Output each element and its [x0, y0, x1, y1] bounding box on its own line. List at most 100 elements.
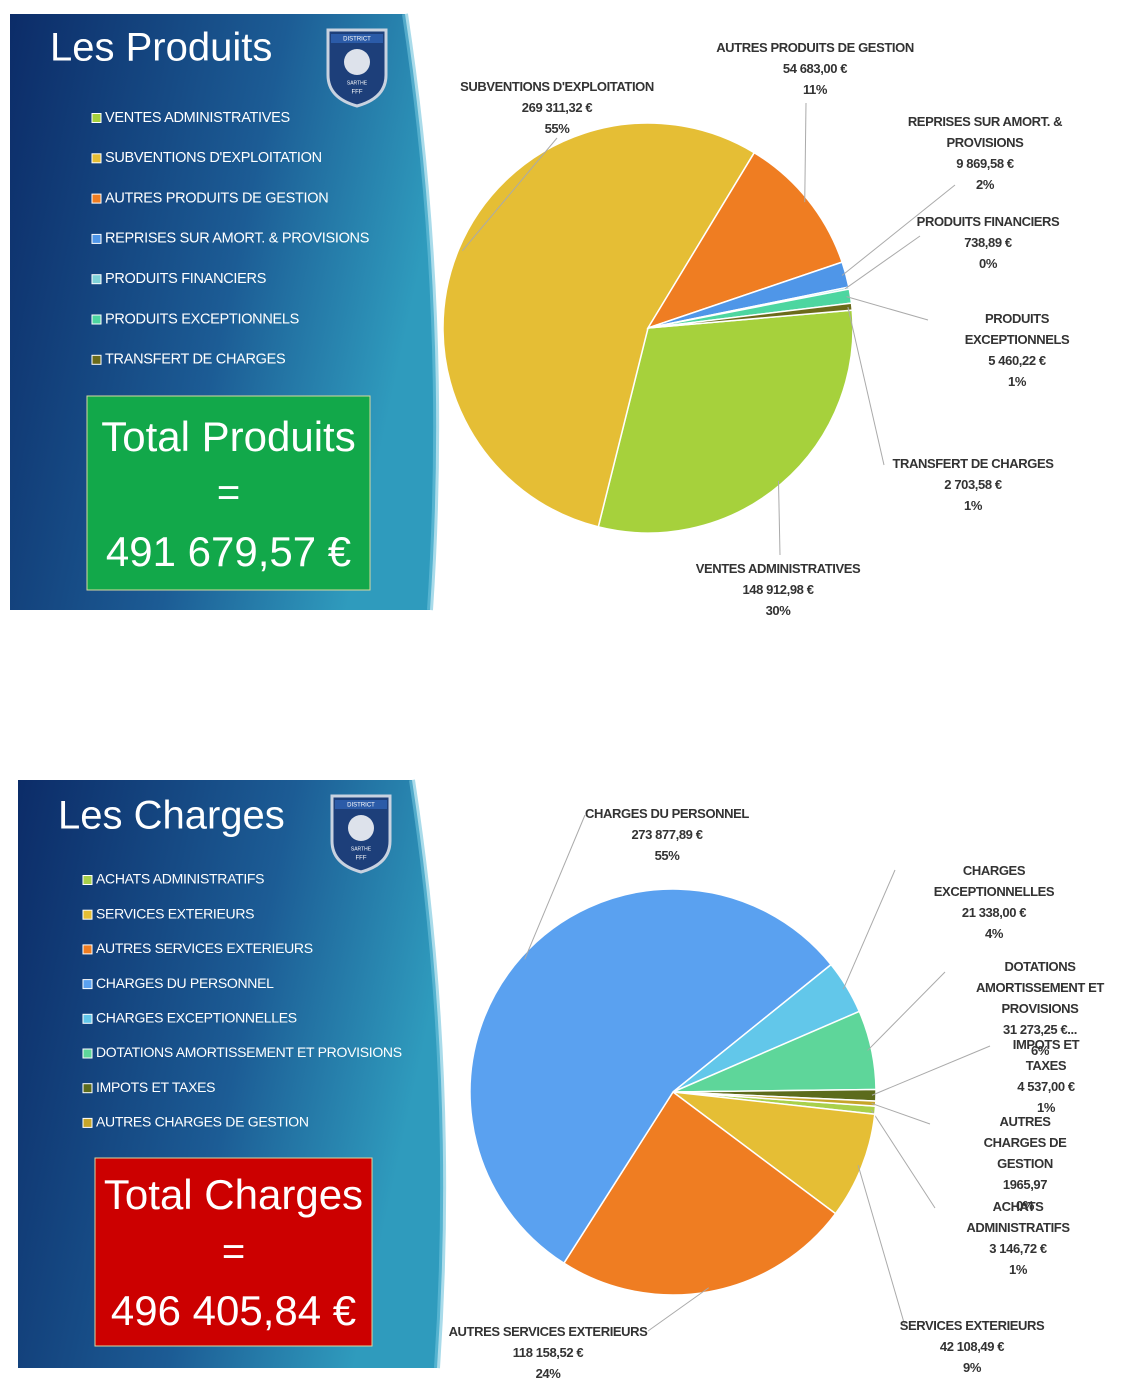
logo-emblem	[348, 815, 374, 841]
slice-name: PRODUITS FINANCIERS	[916, 214, 1060, 229]
pie-slice	[469, 888, 833, 1265]
leader-line	[777, 480, 781, 556]
legend-swatch	[82, 1083, 93, 1094]
total-title: Total Produits	[101, 413, 355, 460]
legend-label: PRODUITS FINANCIERS	[105, 271, 266, 287]
data-label: SERVICES EXTERIEURS 42 108,49 € 9%	[900, 1315, 1045, 1378]
leader-line	[524, 814, 586, 960]
slice-name: AUTRES PRODUITS DE GESTION	[716, 40, 914, 55]
slice-name: VENTES ADMINISTRATIVES	[695, 561, 861, 576]
legend-swatch	[91, 274, 102, 285]
legend-swatch	[91, 153, 102, 164]
slice-value: 3 146,72 €	[989, 1241, 1047, 1256]
legend-label: SERVICES EXTERIEURS	[96, 905, 254, 921]
legend-label: AUTRES PRODUITS DE GESTION	[105, 190, 328, 206]
leader-line	[462, 137, 558, 251]
leader-line	[841, 184, 956, 276]
data-label: CHARGES EXCEPTIONNELLES 21 338,00 € 4%	[923, 860, 1066, 944]
legend-swatch	[82, 875, 93, 885]
slice-value: 2 703,58 €	[944, 477, 1002, 492]
slice-name: CHARGES EXCEPTIONNELLES	[933, 863, 1055, 899]
pie-slice	[670, 1090, 876, 1215]
data-label: AUTRES PRODUITS DE GESTION 54 683,00 € 11%	[716, 37, 914, 100]
total-equals: =	[217, 471, 240, 515]
data-label: AUTRES SERVICES EXTERIEURS 118 158,52 € 24…	[449, 1321, 648, 1381]
leader-line	[857, 1164, 906, 1327]
data-label: REPRISES SUR AMORT. & PROVISIONS 9 869,58…	[900, 111, 1070, 195]
pie-slice	[562, 1090, 837, 1296]
pie-slice	[442, 122, 756, 528]
leader-line	[846, 296, 929, 321]
slice-name: SERVICES EXTERIEURS	[899, 1318, 1045, 1333]
panel-edge	[409, 779, 447, 1369]
panel-title: Les Charges	[58, 794, 285, 838]
leader-line	[804, 102, 807, 203]
panel-edge	[402, 13, 440, 611]
leader-line	[842, 869, 896, 990]
legend-label: IMPOTS ET TAXES	[96, 1079, 215, 1095]
slice-percent: 55%	[654, 848, 680, 863]
legend-label: AUTRES CHARGES DE GESTION	[96, 1114, 309, 1130]
slice-name: PRODUITS EXCEPTIONNELS	[964, 311, 1070, 347]
slice-name: DOTATIONS AMORTISSEMENT ET PROVISIONS	[976, 959, 1104, 1016]
slice-percent: 6%	[1031, 1043, 1049, 1058]
pie-slice	[647, 302, 854, 329]
data-label: AUTRES CHARGES DE GESTION 1965,97 0%	[969, 1111, 1081, 1216]
data-label: SUBVENTIONS D'EXPLOITATION 269 311,32 € 55…	[460, 76, 654, 139]
pie-slice	[597, 309, 854, 534]
slice-value: 9 869,58 €	[956, 156, 1014, 171]
slice-name: SUBVENTIONS D'EXPLOITATION	[460, 79, 654, 94]
legend-label: ACHATS ADMINISTRATIFS	[96, 871, 264, 887]
legend-label: PRODUITS EXCEPTIONNELS	[105, 311, 299, 327]
legend-swatch	[82, 979, 93, 990]
leader-line	[847, 306, 885, 466]
logo-top: DISTRICT	[343, 37, 371, 43]
slice-percent: 0%	[978, 256, 997, 271]
slice-value: 148 912,98 €	[742, 582, 814, 597]
legend-swatch	[82, 1048, 93, 1059]
slice-value: 21 338,00 €	[961, 905, 1027, 920]
legend-label: TRANSFERT DE CHARGES	[105, 352, 285, 368]
slice-percent: 1%	[1037, 1100, 1055, 1115]
pie-slice	[646, 151, 844, 330]
logo-emblem	[344, 49, 370, 75]
slice-percent: 9%	[963, 1360, 981, 1375]
legend-label: CHARGES DU PERSONNEL	[96, 975, 274, 991]
total-value: 491 679,57 €	[106, 528, 351, 575]
logo-top: DISTRICT	[347, 803, 375, 809]
legend-label: CHARGES EXCEPTIONNELLES	[96, 1010, 297, 1026]
legend-swatch	[82, 944, 93, 955]
slice-name: AUTRES SERVICES EXTERIEURS	[448, 1324, 648, 1339]
slice-name: AUTRES CHARGES DE GESTION	[983, 1114, 1067, 1171]
total-equals: =	[222, 1230, 245, 1274]
slice-value: 269 311,32 €	[521, 100, 593, 115]
legend-swatch	[91, 113, 102, 123]
legend-swatch	[82, 909, 93, 920]
slice-value: 4 537,00 €	[1017, 1079, 1075, 1094]
slice-value: 118 158,52 €	[512, 1345, 584, 1360]
legend-swatch	[91, 314, 102, 325]
slice-value: 54 683,00 €	[782, 61, 848, 76]
slice-name: IMPOTS ET TAXES	[1012, 1037, 1080, 1073]
legend-swatch	[82, 1013, 93, 1024]
data-label: IMPOTS ET TAXES 4 537,00 € 1%	[1001, 1034, 1092, 1118]
logo-brand: FFF	[352, 90, 363, 96]
slice-percent: 30%	[765, 603, 791, 618]
slice-value: 42 108,49 €	[939, 1339, 1005, 1354]
leader-line	[871, 1102, 931, 1125]
leader-line	[844, 235, 921, 290]
slice-name: REPRISES SUR AMORT. & PROVISIONS	[907, 114, 1063, 150]
total-title: Total Charges	[104, 1171, 363, 1218]
data-label: TRANSFERT DE CHARGES 2 703,58 € 1%	[892, 453, 1053, 516]
total-box	[86, 395, 371, 591]
logo-bottom: SARTHE	[347, 80, 368, 86]
pie-slice	[672, 1091, 877, 1107]
legend-swatch	[91, 354, 102, 365]
total-box	[94, 1157, 373, 1347]
slice-value: 5 460,22 €	[988, 353, 1046, 368]
legend-label: DOTATIONS AMORTISSEMENT ET PROVISIONS	[96, 1044, 402, 1060]
slice-percent: 0%	[1016, 1198, 1034, 1213]
logo-bottom: SARTHE	[351, 846, 372, 852]
data-label: PRODUITS EXCEPTIONNELS 5 460,22 € 1%	[957, 308, 1077, 392]
